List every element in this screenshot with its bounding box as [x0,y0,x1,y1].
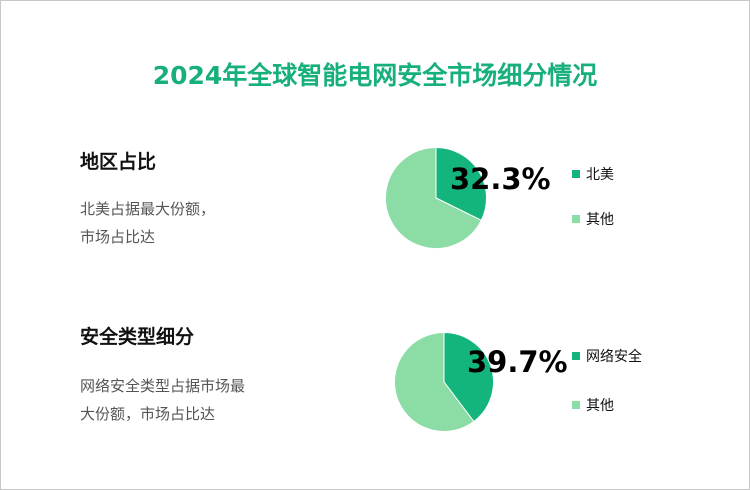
page-title: 2024年全球智能电网安全市场细分情况 [152,61,598,90]
legend-item-other: 其他 [572,209,614,229]
section-desc-security-type: 网络安全类型占据市场最 大份额，市场占比达 [80,372,245,428]
pie-slice-other [394,332,475,432]
desc-line: 北美占据最大份额， [80,200,216,218]
desc-line: 市场占比达 [80,228,156,246]
section-heading-region: 地区占比 [80,151,157,173]
pie-slice-network-security [443,332,494,423]
pie-chart-region [385,147,487,249]
pie-slice-other [385,147,482,249]
desc-line: 大份额，市场占比达 [80,405,216,423]
legend-item-north-america: 北美 [572,164,614,184]
legend-swatch [572,170,580,178]
legend-label: 网络安全 [586,349,642,365]
pie-chart-security-type [394,332,494,432]
legend-item-network-security: 网络安全 [572,346,642,366]
data-label-network-security: 39.7% [467,345,568,379]
legend-swatch [572,401,580,409]
legend-swatch [572,215,580,223]
section-desc-region: 北美占据最大份额， 市场占比达 [80,195,215,251]
legend-item-other-type: 其他 [572,395,614,415]
pie-slice-north-america [435,147,487,222]
data-label-north-america: 32.3% [450,162,551,196]
section-heading-security-type: 安全类型细分 [80,326,195,348]
legend-swatch [572,352,580,360]
legend-label: 其他 [586,212,614,228]
legend-label: 北美 [586,167,614,183]
desc-line: 网络安全类型占据市场最 [80,377,246,395]
legend-label: 其他 [586,398,614,414]
